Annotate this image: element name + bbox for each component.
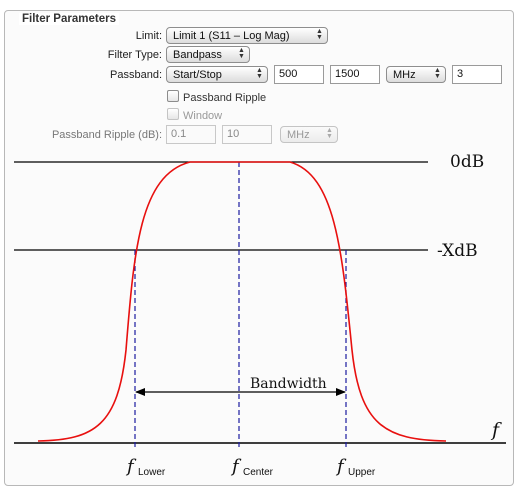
- ripple-unit-select[interactable]: MHz ▲ ▼: [280, 126, 338, 143]
- filter-type-select-value: Bandpass: [173, 49, 222, 61]
- f-upper-sub: Upper: [348, 467, 376, 478]
- updown-arrows-icon: ▲ ▼: [256, 67, 263, 80]
- bandwidth-label: Bandwidth: [250, 376, 327, 392]
- updown-arrows-icon: ▲ ▼: [434, 67, 441, 80]
- ripple-value1-input[interactable]: 0.1: [166, 125, 216, 144]
- checkbox-box[interactable]: [167, 108, 179, 120]
- filter-parameters-group: Filter Parameters: [4, 10, 514, 486]
- zero-db-label: 0dB: [450, 152, 484, 172]
- ripple-unit-value: MHz: [287, 129, 310, 141]
- frequency-axis-label: f: [490, 419, 502, 441]
- updown-arrows-icon: ▲ ▼: [316, 28, 323, 41]
- passband-unit-value: MHz: [393, 69, 416, 81]
- window-checkbox[interactable]: Window: [167, 108, 222, 122]
- ripple-value2-input[interactable]: 10: [222, 125, 272, 144]
- window-checkbox-label: Window: [183, 110, 223, 122]
- f-upper-label: f Upper: [335, 456, 376, 478]
- group-title: Filter Parameters: [19, 13, 119, 25]
- limit-select-value: Limit 1 (S11 – Log Mag): [173, 30, 290, 42]
- filter-type-label: Filter Type:: [107, 49, 162, 61]
- f-center-label: f Center: [230, 456, 274, 478]
- f-center-sub: Center: [243, 467, 274, 478]
- f-lower-main: f: [125, 456, 137, 477]
- f-lower-sub: Lower: [138, 467, 166, 478]
- x-db-label: -XdB: [437, 241, 478, 261]
- passband-mode-select[interactable]: Start/Stop ▲ ▼: [166, 66, 268, 83]
- passband-ripple-db-label: Passband Ripple (dB):: [51, 129, 162, 141]
- f-lower-label: f Lower: [125, 456, 166, 478]
- passband-stop-input[interactable]: 1500: [330, 65, 380, 84]
- passband-order-input[interactable]: 3: [452, 65, 502, 84]
- limit-label: Limit:: [135, 30, 162, 42]
- f-upper-main: f: [335, 456, 347, 477]
- updown-arrows-icon: ▲ ▼: [238, 47, 245, 60]
- passband-ripple-checkbox-label: Passband Ripple: [183, 92, 267, 104]
- updown-arrows-icon: ▲ ▼: [326, 127, 333, 140]
- checkbox-box[interactable]: [167, 90, 179, 102]
- passband-unit-select[interactable]: MHz ▲ ▼: [386, 66, 446, 83]
- filter-response-curve: [37, 161, 447, 442]
- filter-type-select[interactable]: Bandpass ▲ ▼: [166, 46, 250, 63]
- limit-select[interactable]: Limit 1 (S11 – Log Mag) ▲ ▼: [166, 27, 328, 44]
- passband-ripple-checkbox[interactable]: Passband Ripple: [167, 90, 266, 104]
- passband-label: Passband:: [110, 69, 162, 81]
- passband-start-input[interactable]: 500: [274, 65, 324, 84]
- f-center-main: f: [230, 456, 242, 477]
- passband-mode-value: Start/Stop: [173, 69, 222, 81]
